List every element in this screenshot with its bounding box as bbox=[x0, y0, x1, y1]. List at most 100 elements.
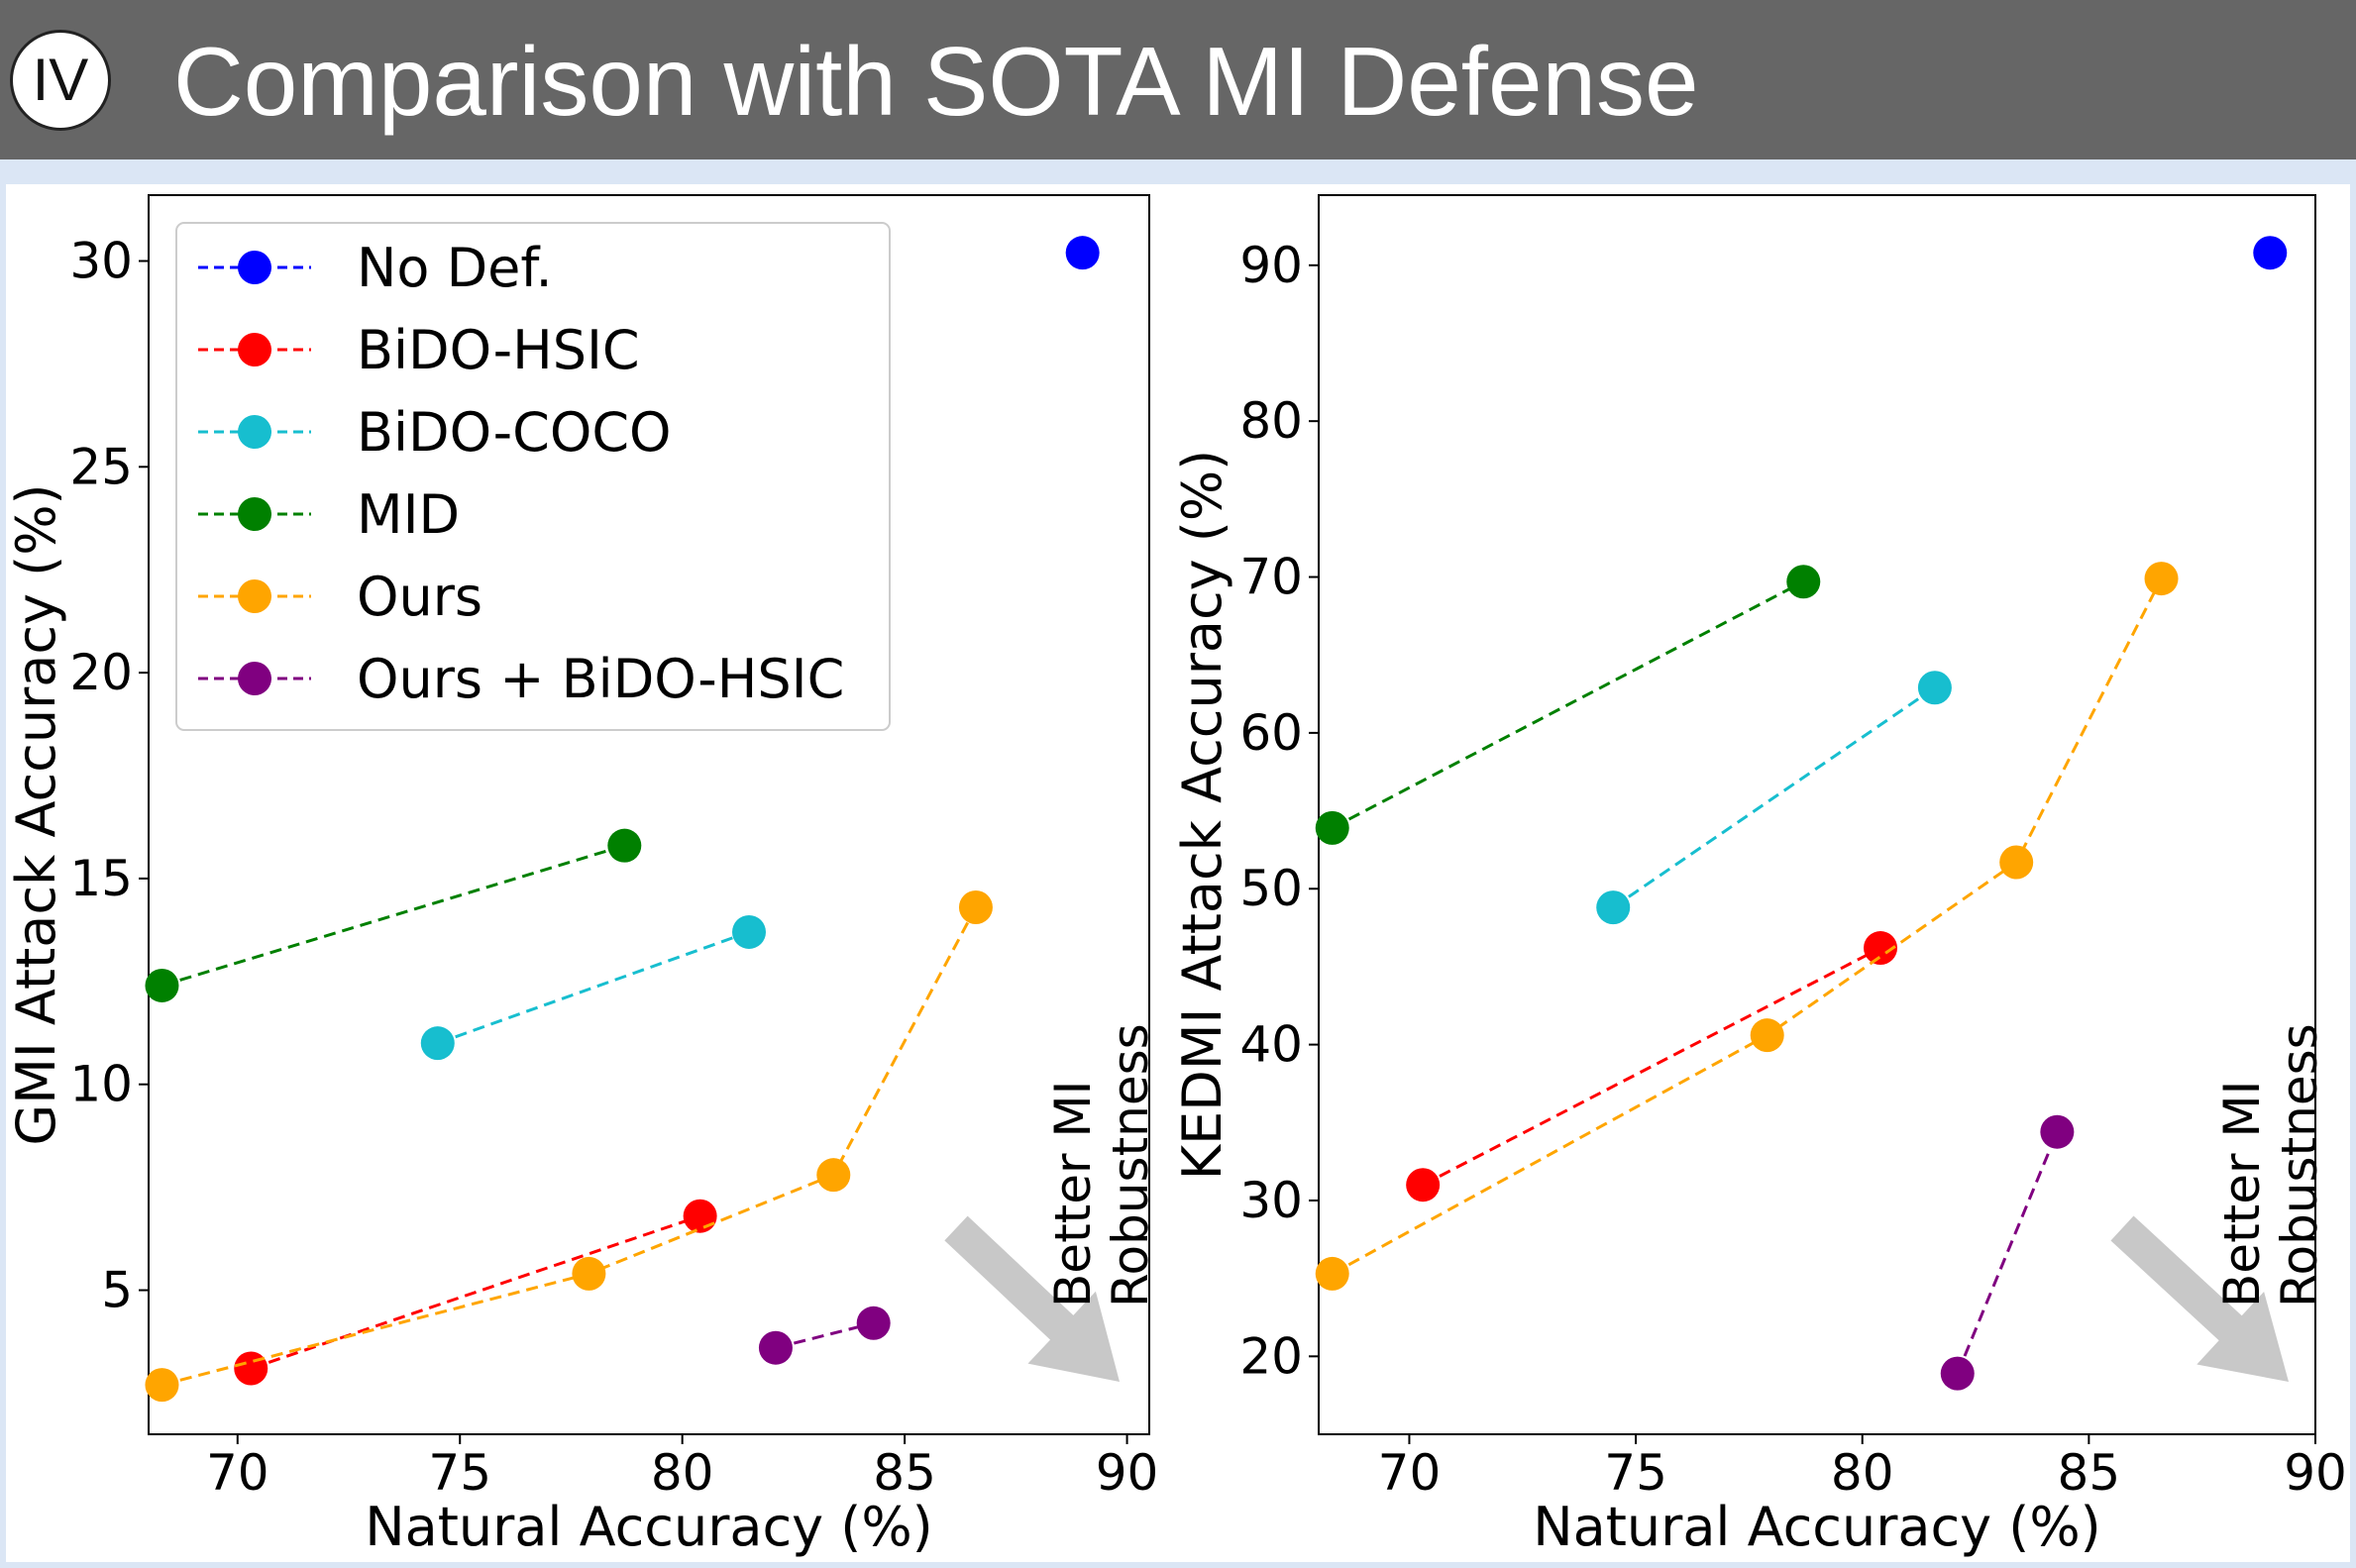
series-mid bbox=[1315, 565, 1821, 845]
data-point bbox=[2144, 562, 2179, 596]
y-tick-label: 50 bbox=[1239, 860, 1303, 917]
legend-marker bbox=[238, 662, 271, 695]
series-line bbox=[250, 1214, 701, 1370]
robustness-arrow-shape bbox=[944, 1215, 1120, 1383]
robustness-line-2: Robustness bbox=[2271, 1023, 2328, 1307]
data-point bbox=[2040, 1114, 2075, 1149]
robustness-line-1: Better MI bbox=[2213, 1081, 2271, 1307]
data-point bbox=[145, 1368, 179, 1403]
y-tick-label: 5 bbox=[101, 1262, 133, 1319]
robustness-arrow-shape bbox=[2110, 1215, 2290, 1382]
data-point bbox=[1750, 1018, 1784, 1053]
frame-bottom bbox=[0, 1562, 2356, 1568]
x-tick-label: 90 bbox=[2284, 1444, 2347, 1502]
x-tick-label: 85 bbox=[873, 1444, 936, 1502]
legend-label: No Def. bbox=[357, 237, 553, 299]
y-tick-label: 20 bbox=[1239, 1327, 1303, 1385]
x-tick-label: 80 bbox=[651, 1444, 714, 1502]
x-axis-label: Natural Accuracy (%) bbox=[1533, 1496, 2101, 1558]
data-point bbox=[420, 1026, 455, 1061]
series-no-def- bbox=[2253, 236, 2288, 270]
series-line bbox=[1422, 946, 1881, 1187]
plot-frame bbox=[148, 194, 1150, 1435]
data-point bbox=[234, 1351, 268, 1386]
y-axis-label: GMI Attack Accuracy (%) bbox=[5, 483, 67, 1145]
data-point bbox=[607, 828, 642, 863]
legend-label: BiDO-HSIC bbox=[357, 319, 640, 381]
slide-header bbox=[0, 0, 2356, 159]
legend-label: Ours bbox=[357, 566, 482, 628]
y-tick-label: 90 bbox=[1239, 237, 1303, 294]
series-ours bbox=[1315, 562, 2179, 1291]
gmi-chart: 70 75 80 85 90 5 10 15 20 25 30 Natural Accuracy (%… bbox=[5, 194, 1159, 1558]
robustness-arrow-icon bbox=[2110, 1215, 2290, 1382]
data-point bbox=[1999, 845, 2034, 880]
legend-label: MID bbox=[357, 483, 460, 546]
x-axis-label: Natural Accuracy (%) bbox=[365, 1496, 933, 1558]
legend-label: BiDO-COCO bbox=[357, 401, 672, 464]
data-point bbox=[572, 1256, 606, 1291]
data-point bbox=[1315, 810, 1349, 845]
series-line bbox=[1331, 577, 2163, 1276]
series-line bbox=[161, 906, 978, 1387]
legend-label: Ours + BiDO-HSIC bbox=[357, 648, 844, 710]
series-line bbox=[161, 844, 625, 988]
legend-marker bbox=[238, 333, 271, 366]
kedmi-chart: 70 75 80 85 90 20 30 40 50 60 70 80 90 Natural Accura… bbox=[1171, 194, 2347, 1558]
y-tick-label: 60 bbox=[1239, 704, 1303, 762]
legend-item: Ours bbox=[198, 566, 482, 628]
y-tick-label: 15 bbox=[69, 850, 133, 907]
x-tick-label: 85 bbox=[2058, 1444, 2121, 1502]
data-point bbox=[683, 1199, 717, 1233]
y-tick-label: 30 bbox=[69, 232, 133, 289]
section-badge: IV bbox=[10, 30, 111, 131]
y-tick-label: 70 bbox=[1239, 549, 1303, 606]
series-mid bbox=[145, 828, 642, 1002]
y-tick-label: 10 bbox=[69, 1056, 133, 1113]
data-point bbox=[1917, 671, 1952, 705]
series-line bbox=[1956, 1131, 2059, 1375]
series-bido-hsic bbox=[1406, 931, 1898, 1202]
x-tick-label: 70 bbox=[206, 1444, 269, 1502]
series-line bbox=[437, 930, 750, 1045]
plot-frame bbox=[1318, 194, 2316, 1435]
series-bido-coco bbox=[420, 914, 766, 1061]
legend-marker bbox=[238, 579, 271, 613]
data-point bbox=[2253, 236, 2288, 270]
y-tick-label: 25 bbox=[69, 438, 133, 495]
y-tick-label: 20 bbox=[69, 644, 133, 701]
legend-item: BiDO-COCO bbox=[198, 401, 672, 464]
slide-title: Comparison with SOTA MI Defense bbox=[173, 27, 1699, 136]
y-tick-label: 80 bbox=[1239, 392, 1303, 450]
series-line bbox=[1332, 579, 1804, 830]
series-bido-coco bbox=[1596, 671, 1952, 925]
y-tick-label: 40 bbox=[1239, 1016, 1303, 1074]
x-tick-label: 80 bbox=[1831, 1444, 1894, 1502]
series-ours-bido-hsic bbox=[1940, 1114, 2075, 1391]
data-point bbox=[816, 1158, 851, 1193]
robustness-line-1: Better MI bbox=[1044, 1081, 1102, 1307]
legend-item: No Def. bbox=[198, 237, 553, 299]
robustness-annotation: Better MI Robustness bbox=[1044, 1023, 1159, 1307]
legend-marker bbox=[238, 497, 271, 531]
legend-marker bbox=[238, 415, 271, 449]
data-point bbox=[958, 890, 993, 925]
data-point bbox=[1065, 236, 1100, 270]
frame-right bbox=[2350, 184, 2356, 1568]
legend-box bbox=[175, 222, 891, 731]
data-point bbox=[1406, 1168, 1441, 1202]
series-ours bbox=[145, 890, 993, 1403]
legend-item: BiDO-HSIC bbox=[198, 319, 640, 381]
data-point bbox=[1786, 565, 1821, 599]
series-bido-hsic bbox=[234, 1199, 717, 1386]
legend-item: Ours + BiDO-HSIC bbox=[198, 648, 844, 710]
data-point bbox=[732, 914, 766, 949]
frame-left bbox=[0, 184, 6, 1568]
y-axis-label: KEDMI Attack Accuracy (%) bbox=[1171, 450, 1233, 1181]
series-ours-bido-hsic bbox=[758, 1306, 891, 1365]
x-tick-label: 90 bbox=[1096, 1444, 1159, 1502]
data-point bbox=[758, 1330, 793, 1365]
series-no-def- bbox=[1065, 236, 1100, 270]
robustness-line-2: Robustness bbox=[1102, 1023, 1159, 1307]
